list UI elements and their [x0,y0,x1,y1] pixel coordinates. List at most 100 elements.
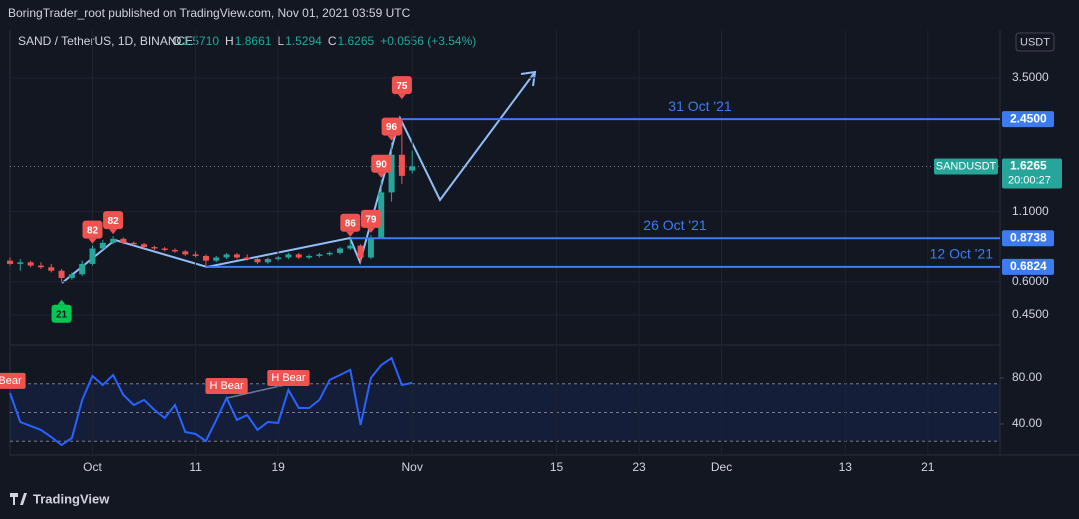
y-tick-label: 3.5000 [1012,70,1049,84]
candle-body [130,242,137,245]
marker-box [381,117,402,136]
signal-marker: 96 [381,117,402,141]
x-tick-label: 21 [921,460,935,474]
x-tick-label: 11 [189,460,202,474]
currency-button[interactable] [1015,32,1055,52]
marker-pointer [57,299,66,305]
level-price-label: 0.8738 [1010,230,1047,244]
marker-label: 86 [345,218,357,229]
ohlc-value: 1.5710 [182,34,219,48]
marker-label: 82 [87,225,99,236]
oscillator-line [9,356,413,447]
candle-body [202,255,209,261]
candle-body [120,238,127,243]
last-price-label: 1.6265 [1010,159,1047,173]
last-price-box [1002,158,1062,189]
divergence-label: H Bear [267,369,310,386]
x-tick-label: 15 [550,460,564,474]
candle-body [306,255,313,258]
candle-body [233,254,240,258]
candle-body [192,254,199,256]
candle-body [378,192,385,238]
marker-box [360,209,381,228]
ohlc-key: C [328,34,337,48]
candle-body [7,260,13,264]
ohlc-value: 1.6265 [337,34,374,48]
candle-body [326,252,333,255]
candle-body [295,254,302,258]
candle-body [398,154,405,176]
level-price-box [1002,111,1054,128]
y-tick-label: 0.4500 [1012,307,1049,321]
candle-body [37,265,44,268]
pattern-arrowhead [520,70,537,87]
oscillator-tick-label: 80.00 [1012,370,1042,384]
candle-body [79,263,86,275]
candle-body [58,270,65,278]
marker-box [82,220,103,239]
logo-icon [10,493,27,505]
level-price-box [1002,230,1054,247]
marker-pointer [88,238,97,244]
candle-body [316,254,323,256]
marker-pointer [397,94,406,100]
candle-body [285,254,292,258]
level-price-label: 2.4500 [1010,111,1047,125]
candle-body [172,249,178,252]
candle-body [17,262,24,264]
x-tick-label: 19 [271,460,285,474]
ohlc-key: L [277,34,284,48]
marker-label: 75 [396,81,408,92]
countdown-label: 20:00:27 [1008,174,1051,186]
marker-pointer [387,135,396,141]
marker-label: 90 [376,159,388,170]
y-tick-label: 1.1000 [1012,204,1049,218]
marker-pointer [366,227,375,233]
oscillator-tick-label: 40.00 [1012,416,1042,430]
symbol-label: SANDUSDT [936,160,997,172]
marker-pointer [109,229,118,235]
marker-label: 79 [365,215,377,226]
symbol-legend: SAND / TetherUS, 1D, BINANCE [18,34,193,48]
marker-pointer [346,231,355,237]
pattern-drawing [61,71,536,284]
marker-box [51,304,72,323]
ohlc-key: O [172,34,181,48]
candle-body [213,257,220,261]
divergence-line [226,383,290,399]
candle-body [89,248,96,264]
x-tick-label: 13 [839,460,853,474]
candle-body [141,244,148,248]
divergence-box [205,377,248,394]
candle-body [68,274,75,278]
marker-box [391,76,412,95]
candle-body [275,257,282,260]
candle-body [357,245,364,258]
ohlc-value: 1.8661 [235,34,272,48]
candle-body [110,238,117,243]
marker-label: 82 [108,216,120,227]
marker-pointer [377,172,386,178]
candle-body [347,245,354,249]
signal-marker: 86 [340,213,361,237]
level-label: 12 Oct '21 [930,246,994,262]
x-tick-label: Dec [711,460,732,474]
divergence-label: H Bear [205,377,248,394]
level-price-box [1002,258,1054,275]
footer-brand: TradingView [33,491,110,506]
candle-body [254,259,261,263]
candle-body [367,237,374,258]
candle-body [409,166,416,171]
divergence-text: H Bear [209,380,244,392]
x-tick-label: 23 [632,460,646,474]
candle-body [223,254,230,258]
footer-logo: TradingView [10,491,110,506]
signal-marker: 90 [371,154,392,178]
marker-box [371,154,392,173]
candle-body [388,154,395,193]
marker-box [103,211,124,230]
currency-label[interactable]: USDT [1020,36,1050,48]
candle-body [27,262,34,266]
